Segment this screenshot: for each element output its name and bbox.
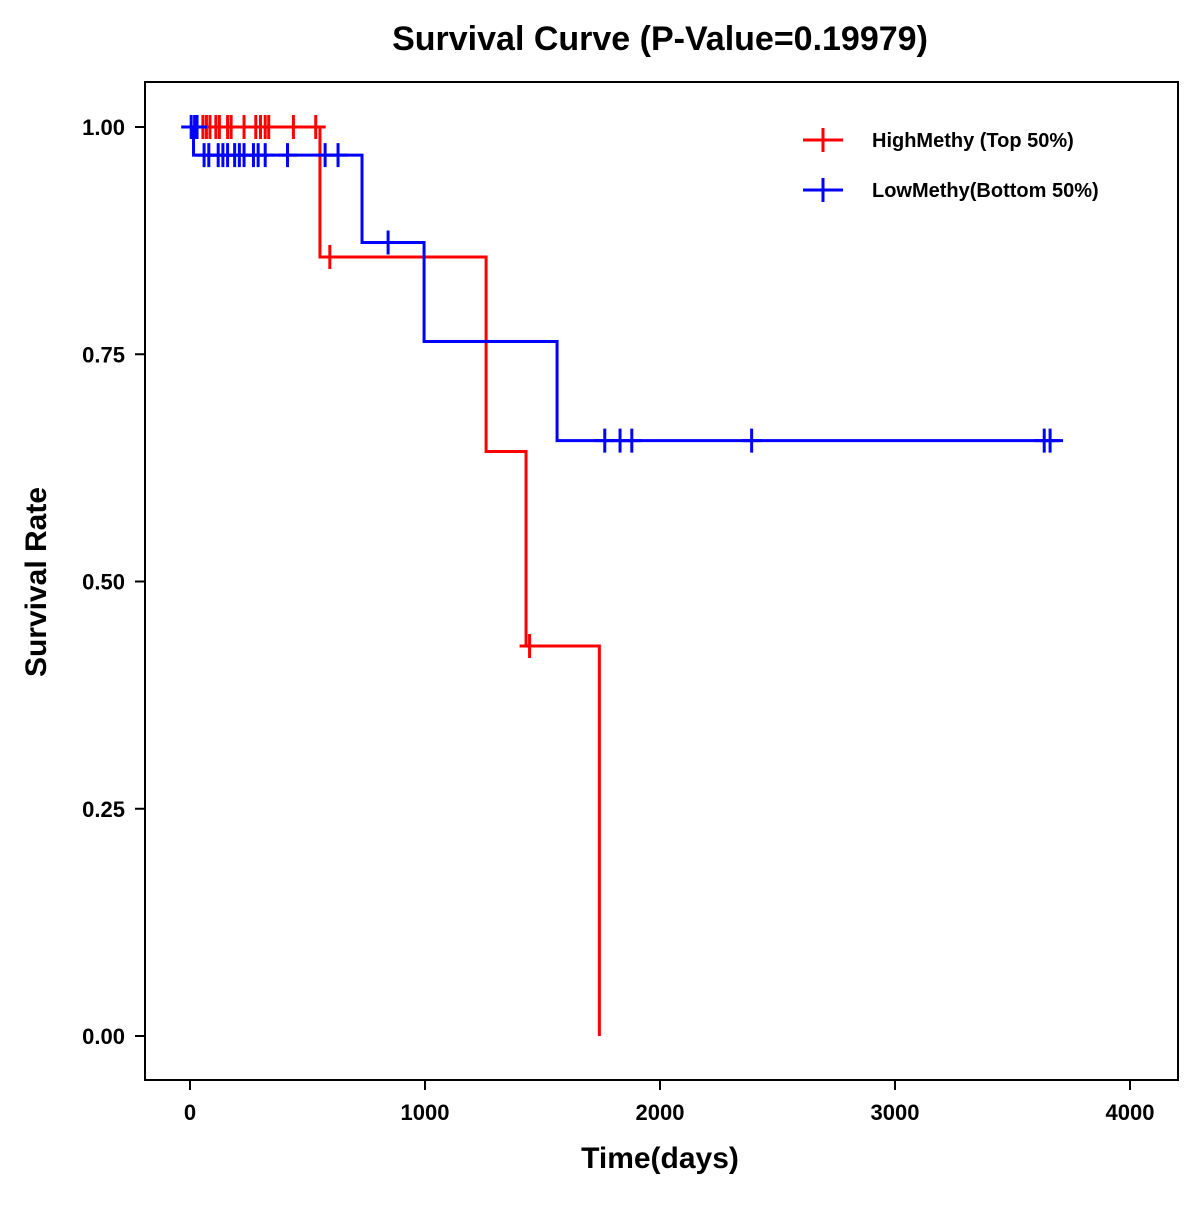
- x-tick-label: 2000: [636, 1100, 685, 1125]
- censor-mark: [283, 115, 304, 139]
- legend-label: HighMethy (Top 50%): [872, 130, 1074, 152]
- censor-mark: [258, 115, 279, 139]
- censor-mark: [741, 428, 762, 453]
- y-tick-label: 0.75: [82, 342, 125, 367]
- chart-title: Survival Curve (P-Value=0.19979): [392, 20, 928, 58]
- censor-mark: [621, 428, 642, 453]
- plot-frame: [144, 81, 1179, 1081]
- legend-key-1: [803, 178, 843, 202]
- censor-mark: [378, 230, 399, 255]
- x-tick-label: 1000: [401, 1100, 450, 1125]
- censor-mark: [519, 634, 540, 659]
- y-tick-label: 1.00: [82, 115, 125, 140]
- censor-mark: [255, 143, 276, 168]
- x-tick-label: 3000: [871, 1100, 920, 1125]
- legend-label: LowMethy(Bottom 50%): [872, 180, 1099, 202]
- censor-mark: [328, 143, 349, 168]
- censor-mark: [187, 115, 208, 139]
- censor-mark: [319, 244, 340, 269]
- legend-key-0: [803, 128, 843, 152]
- censor-mark: [305, 115, 326, 139]
- y-tick-label: 0.50: [82, 570, 125, 595]
- survival-curve-0: [190, 125, 601, 1036]
- y-axis-label: Survival Rate: [20, 487, 53, 677]
- y-tick-label: 0.00: [82, 1024, 125, 1049]
- x-tick-label: 4000: [1106, 1100, 1155, 1125]
- x-axis-label: Time(days): [581, 1142, 739, 1175]
- y-tick-label: 0.25: [82, 797, 125, 822]
- censor-mark: [1040, 428, 1061, 453]
- x-tick-label: 0: [184, 1100, 196, 1125]
- censor-mark: [277, 143, 298, 168]
